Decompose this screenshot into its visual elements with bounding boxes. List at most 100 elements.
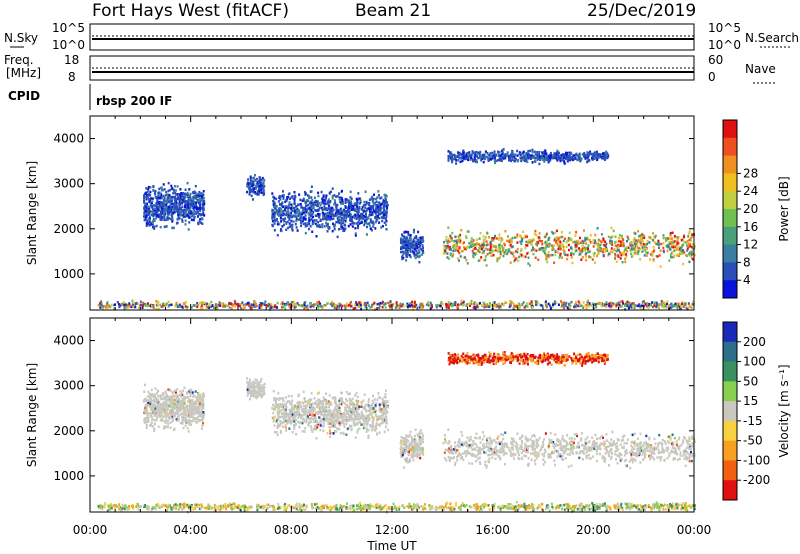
echo-pixel [557,154,559,157]
echo-pixel [522,154,525,157]
echo-pixel [292,197,295,200]
echo-pixel [564,237,566,240]
echo-pixel [101,505,104,509]
echo-pixel [544,151,547,155]
echo-pixel [379,302,382,305]
echo-pixel [519,505,522,508]
echo-pixel [143,303,146,306]
echo-pixel [575,249,578,252]
echo-pixel [163,209,166,212]
echo-pixel [686,247,689,250]
echo-pixel [563,301,565,304]
echo-pixel [364,206,367,209]
echo-pixel [127,306,130,309]
echo-pixel [320,201,323,204]
echo-pixel [447,304,450,307]
echo-pixel [510,240,513,244]
echo-pixel [580,157,583,160]
echo-pixel [598,248,601,251]
echo-pixel [516,247,519,251]
echo-pixel [171,187,174,190]
echo-pixel [246,185,249,188]
echo-pixel [250,184,253,187]
echo-pixel [272,195,275,199]
echo-pixel [542,249,545,253]
echo-pixel [506,248,509,252]
echo-pixel [246,190,249,194]
echo-pixel [415,244,418,247]
echo-pixel [161,216,163,219]
echo-pixel [557,237,560,240]
echo-pixel [197,303,200,307]
echo-pixel [578,505,581,509]
echo-pixel [476,242,479,246]
echo-pixel [405,249,408,252]
echo-pixel [468,246,471,249]
echo-pixel [529,156,532,159]
echo-pixel [563,154,566,158]
echo-pixel [178,198,181,201]
echo-pixel [194,211,197,214]
echo-pixel [480,159,483,162]
echo-pixel [190,504,193,507]
echo-pixel [485,236,488,239]
echo-pixel [293,208,296,211]
echo-pixel [256,190,259,193]
echo-pixel [176,305,179,308]
echo-pixel [459,157,462,160]
echo-pixel [581,509,584,513]
echo-pixel [167,300,170,304]
echo-pixel [471,150,474,153]
echo-pixel [676,238,679,241]
echo-pixel [317,224,320,228]
y-tick-label: 1000 [53,267,84,281]
echo-pixel [349,196,352,199]
echo-pixel [481,304,484,307]
echo-pixel [340,223,343,226]
echo-pixel [406,305,409,308]
echo-pixel [489,243,492,246]
echo-pixel [381,225,384,228]
echo-pixel [551,247,554,250]
echo-pixel [323,225,326,228]
echo-pixel [535,249,538,252]
echo-pixel [615,305,618,308]
echo-pixel [181,214,184,217]
echo-pixel [404,237,407,241]
echo-pixel [651,506,654,510]
echo-pixel [289,197,291,200]
echo-pixel [450,304,453,307]
echo-pixel [495,237,498,240]
echo-pixel [313,219,316,222]
echo-pixel [662,246,665,250]
echo-pixel [170,202,173,206]
echo-pixel [386,207,389,210]
echo-pixel [166,218,169,221]
echo-pixel [490,303,493,307]
echo-pixel [249,186,252,190]
echo-pixel [298,505,301,508]
echo-pixel [318,304,321,308]
echo-pixel [436,506,439,509]
echo-pixel [585,238,588,241]
echo-pixel [531,150,534,154]
echo-pixel [631,254,634,258]
echo-pixel [584,154,586,158]
echo-pixel [623,249,626,252]
echo-pixel [103,504,106,507]
echo-pixel [175,301,178,305]
echo-pixel [296,207,299,211]
echo-pixel [409,237,412,241]
echo-pixel [572,507,575,510]
echo-pixel [282,190,284,193]
echo-pixel [501,152,504,156]
echo-pixel [107,306,110,309]
echo-pixel [296,209,299,213]
echo-pixel [297,212,300,215]
echo-pixel [320,509,323,512]
echo-pixel [633,306,636,310]
echo-pixel [344,227,347,231]
echo-pixel [544,301,547,305]
echo-pixel [289,215,292,218]
echo-pixel [667,237,670,240]
